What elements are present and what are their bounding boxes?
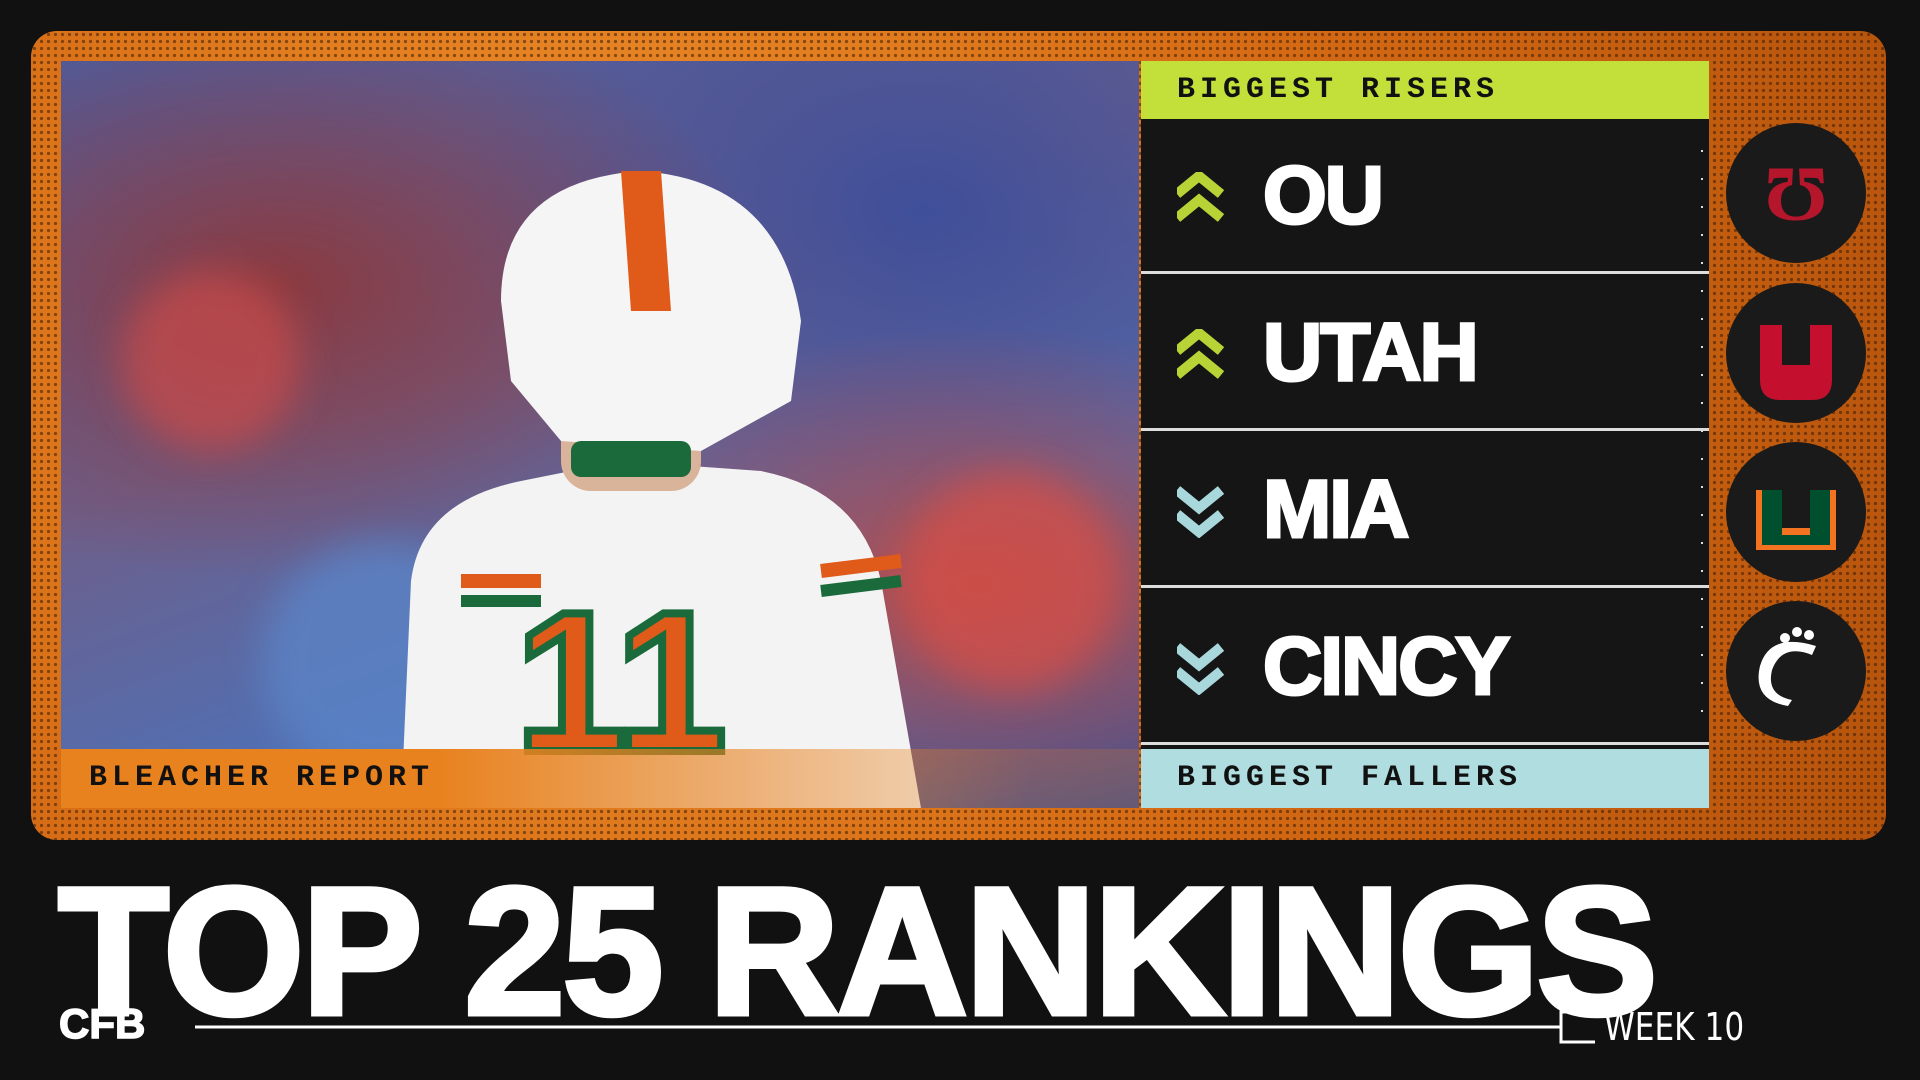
team-row: MIA [1141,433,1709,588]
up-arrow [1177,329,1225,379]
svg-text:Ʊ: Ʊ [1765,150,1827,237]
divider [195,1010,1595,1044]
down-arrow [1177,643,1225,695]
fallers-header: BIGGEST FALLERS [1141,749,1709,808]
team-row: CINCY [1141,590,1709,745]
risers-header: BIGGEST RISERS [1141,61,1709,119]
player-photo: 11 [61,61,1139,808]
fallers-heading: BIGGEST FALLERS [1177,761,1523,795]
risers-heading: BIGGEST RISERS [1177,73,1500,107]
brand-bar: BLEACHER REPORT [61,749,1139,808]
brand: BLEACHER REPORT [89,761,435,795]
team-name: UTAH [1262,306,1481,400]
week-label: WEEK 10 [1604,1005,1745,1049]
team-logos: Ʊ [1701,123,1866,741]
sport-label: CFB [58,999,146,1048]
team-name: OU [1262,149,1386,243]
rankings-panel [1141,61,1709,808]
team-name: CINCY [1261,620,1511,714]
team-row: OU [1141,119,1709,274]
up-arrow [1177,172,1225,222]
team-row: UTAH [1141,276,1709,431]
player-illustration: 11 [121,171,1121,808]
team-name: MIA [1261,463,1410,557]
down-arrow [1177,486,1225,538]
title: TOP 25 RANKINGS [56,849,1661,1053]
